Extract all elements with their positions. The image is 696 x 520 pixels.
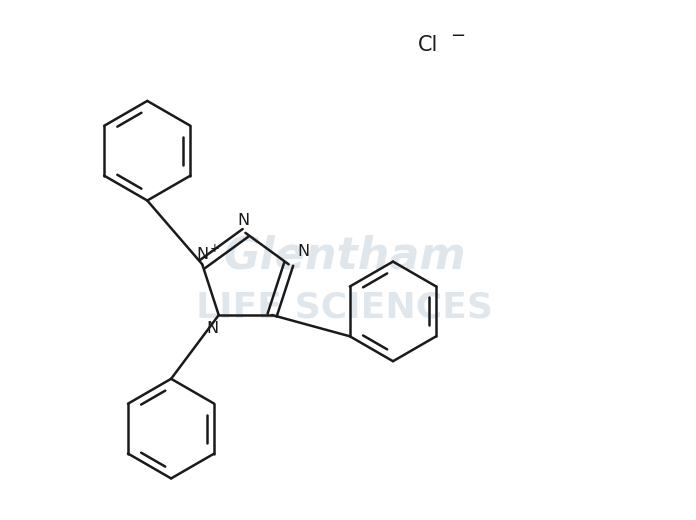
Text: +: + bbox=[209, 242, 220, 255]
Text: N: N bbox=[237, 213, 249, 228]
Text: LIFE SCIENCES: LIFE SCIENCES bbox=[196, 291, 493, 324]
Text: Cl: Cl bbox=[418, 35, 438, 55]
Text: −: − bbox=[450, 27, 466, 45]
Text: Glentham: Glentham bbox=[223, 235, 466, 278]
Text: N: N bbox=[297, 244, 309, 259]
Text: N: N bbox=[207, 321, 219, 336]
Text: N: N bbox=[196, 247, 208, 262]
